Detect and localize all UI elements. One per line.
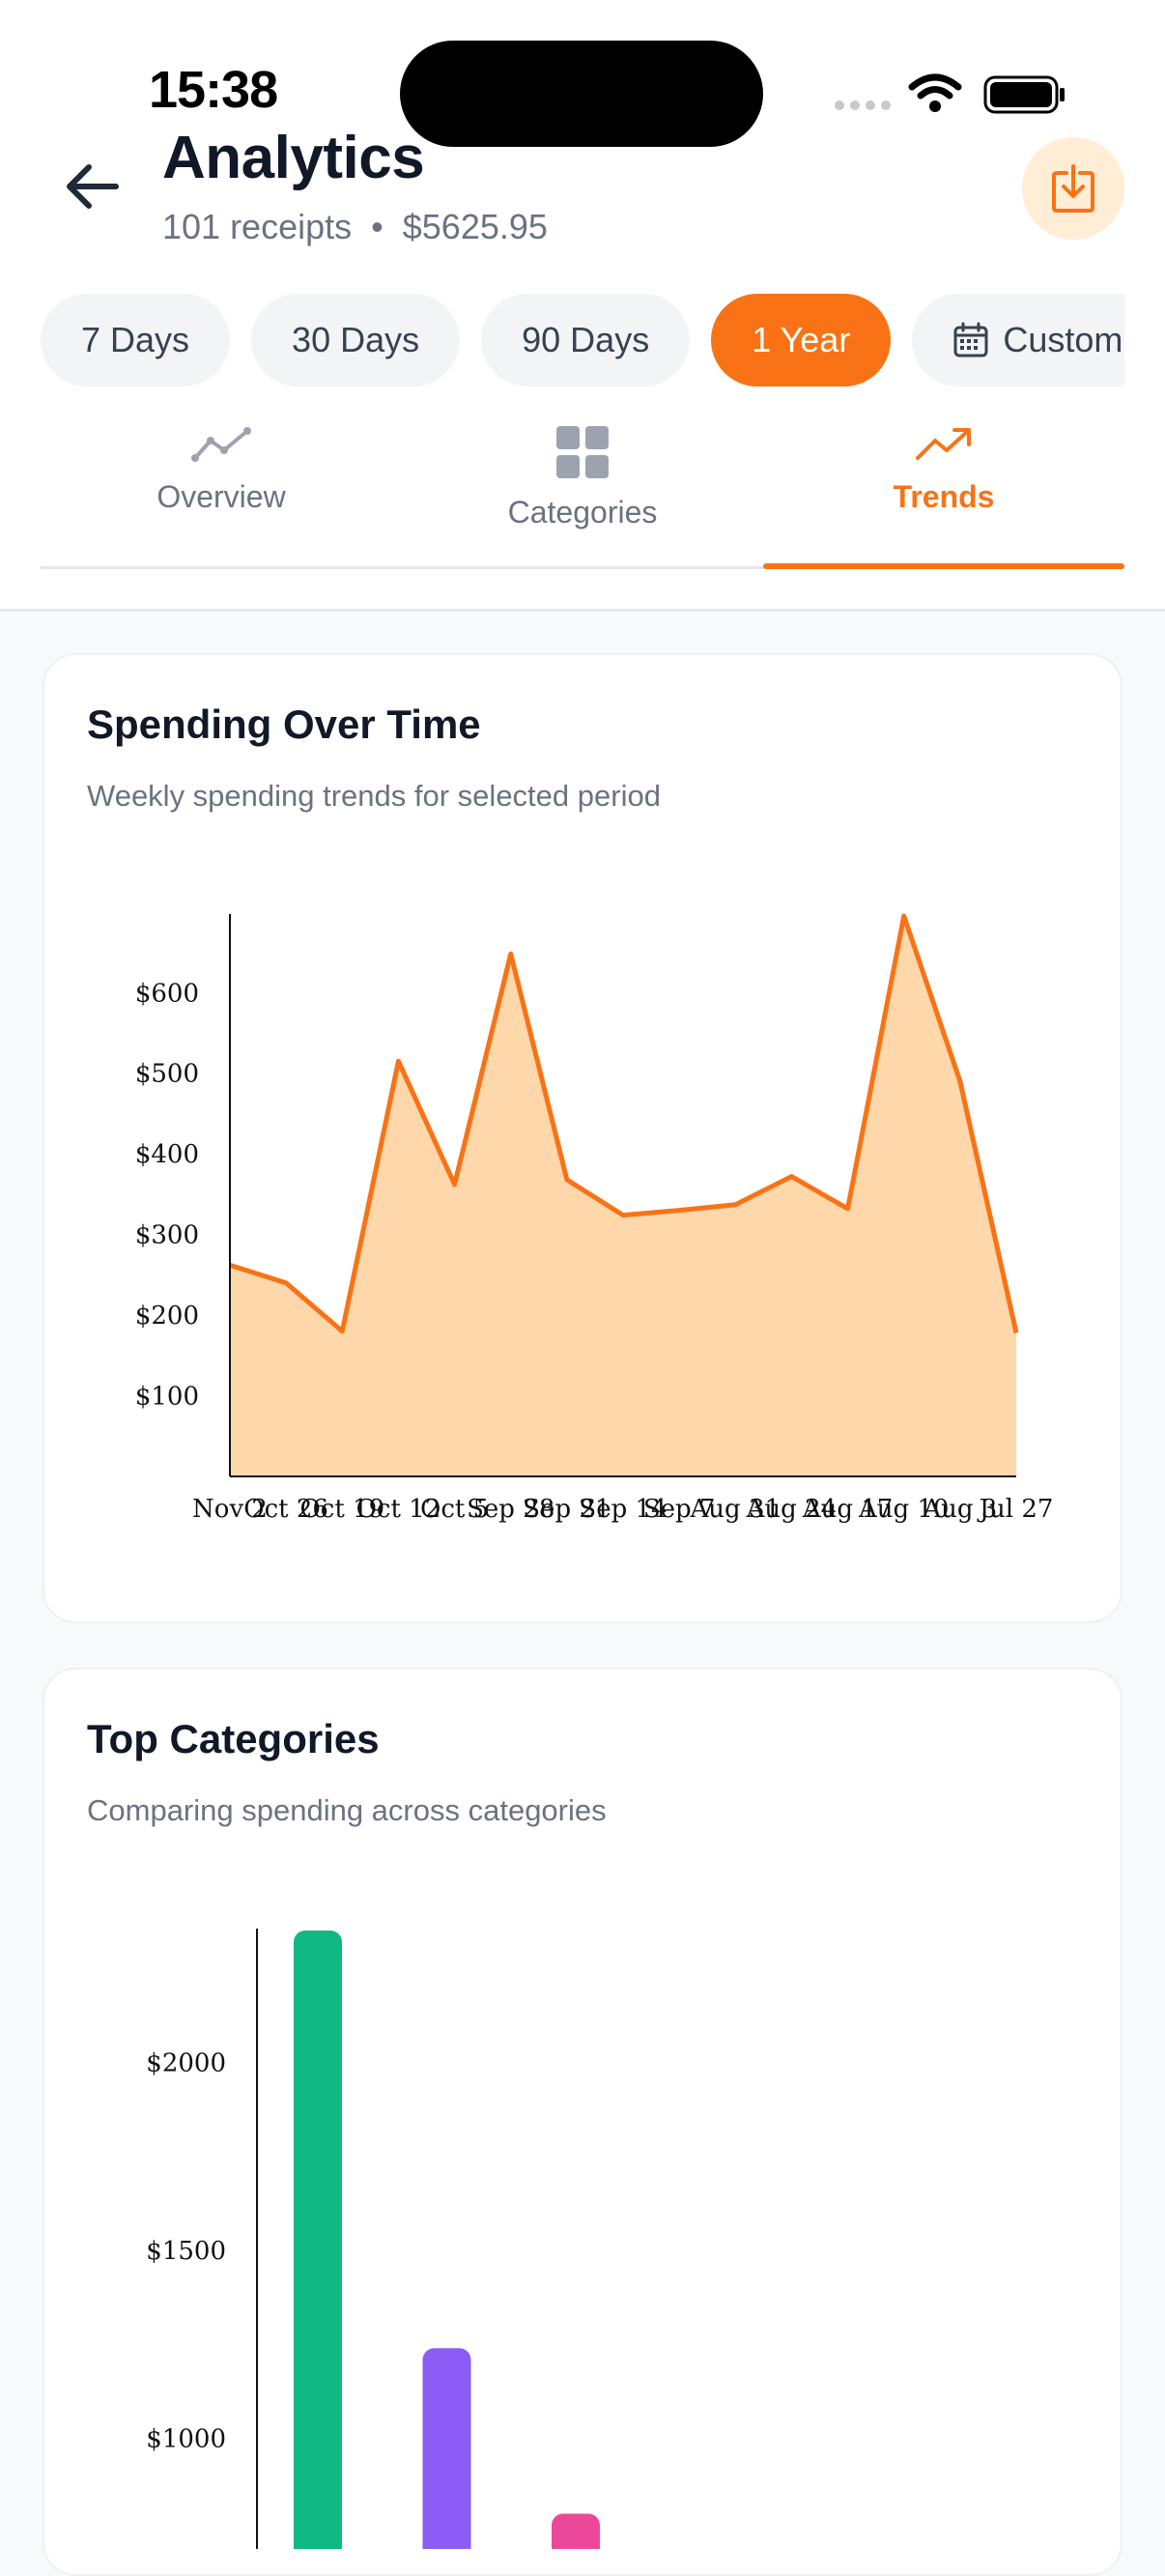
tab-label: Categories — [508, 495, 658, 530]
page-subtitle: 101 receipts • $5625.95 — [162, 207, 548, 247]
period-custom[interactable]: Custom — [912, 294, 1124, 386]
export-button[interactable] — [1022, 137, 1124, 240]
arrow-left-icon — [64, 162, 120, 211]
period-label: 7 Days — [81, 320, 189, 360]
trending-up-icon — [914, 425, 974, 464]
card-title: Top Categories — [87, 1716, 380, 1762]
cellular-signal-icon — [835, 100, 891, 110]
tab-label: Overview — [156, 479, 285, 515]
period-7-days[interactable]: 7 Days — [41, 294, 230, 386]
analytics-tabs: Overview Categories Trends — [41, 406, 1124, 569]
tab-categories[interactable]: Categories — [402, 406, 763, 566]
y-tick-label: $200 — [135, 1302, 199, 1331]
calendar-icon — [952, 322, 989, 358]
period-label: Custom — [1003, 320, 1122, 360]
download-icon — [1051, 163, 1095, 214]
y-tick-label: $400 — [135, 1140, 199, 1169]
period-label: 1 Year — [752, 320, 850, 360]
period-1-year[interactable]: 1 Year — [711, 294, 891, 386]
period-filter-row: 7 Days 30 Days 90 Days 1 Year Custom — [41, 294, 1124, 390]
dynamic-island — [400, 41, 763, 147]
categories-bar-chart: $500$1000$1500$2000 — [44, 1834, 1121, 2549]
total-amount: $5625.95 — [403, 207, 548, 246]
y-tick-label: $300 — [135, 1221, 199, 1250]
period-90-days[interactable]: 90 Days — [481, 294, 690, 386]
header: 15:38 Analytics 101 receipts • $5625.95 … — [0, 0, 1165, 612]
y-tick-label: $100 — [135, 1383, 199, 1412]
category-bar — [294, 1931, 342, 2549]
tab-label: Trends — [894, 479, 995, 515]
back-button[interactable] — [56, 151, 128, 222]
spending-area — [230, 916, 1016, 1476]
y-tick-label: $1000 — [146, 2425, 226, 2454]
category-bar — [423, 2348, 471, 2549]
spending-over-time-card: Spending Over Time Weekly spending trend… — [43, 653, 1122, 1623]
y-tick-label: $600 — [135, 979, 199, 1008]
subtitle-separator: • — [371, 207, 384, 246]
battery-icon — [983, 73, 1066, 116]
receipt-count: 101 receipts — [162, 207, 352, 246]
grid-icon — [555, 425, 610, 479]
card-subtitle: Comparing spending across categories — [87, 1793, 607, 1828]
y-tick-label: $1500 — [146, 2237, 226, 2266]
y-tick-label: $500 — [135, 1060, 199, 1089]
category-bar — [552, 2514, 600, 2549]
tab-trends[interactable]: Trends — [763, 406, 1124, 566]
status-time: 15:38 — [149, 60, 277, 120]
period-label: 30 Days — [292, 320, 419, 360]
period-30-days[interactable]: 30 Days — [251, 294, 460, 386]
period-label: 90 Days — [522, 320, 649, 360]
tab-overview[interactable]: Overview — [41, 406, 402, 566]
x-tick-label: Jul 27 — [977, 1495, 1054, 1524]
card-subtitle: Weekly spending trends for selected peri… — [87, 779, 661, 814]
wifi-icon — [908, 72, 962, 114]
top-categories-card: Top Categories Comparing spending across… — [43, 1668, 1122, 2576]
page-title: Analytics — [162, 124, 424, 192]
line-chart-icon — [191, 425, 251, 464]
y-tick-label: $2000 — [146, 2048, 226, 2077]
card-title: Spending Over Time — [87, 701, 481, 748]
